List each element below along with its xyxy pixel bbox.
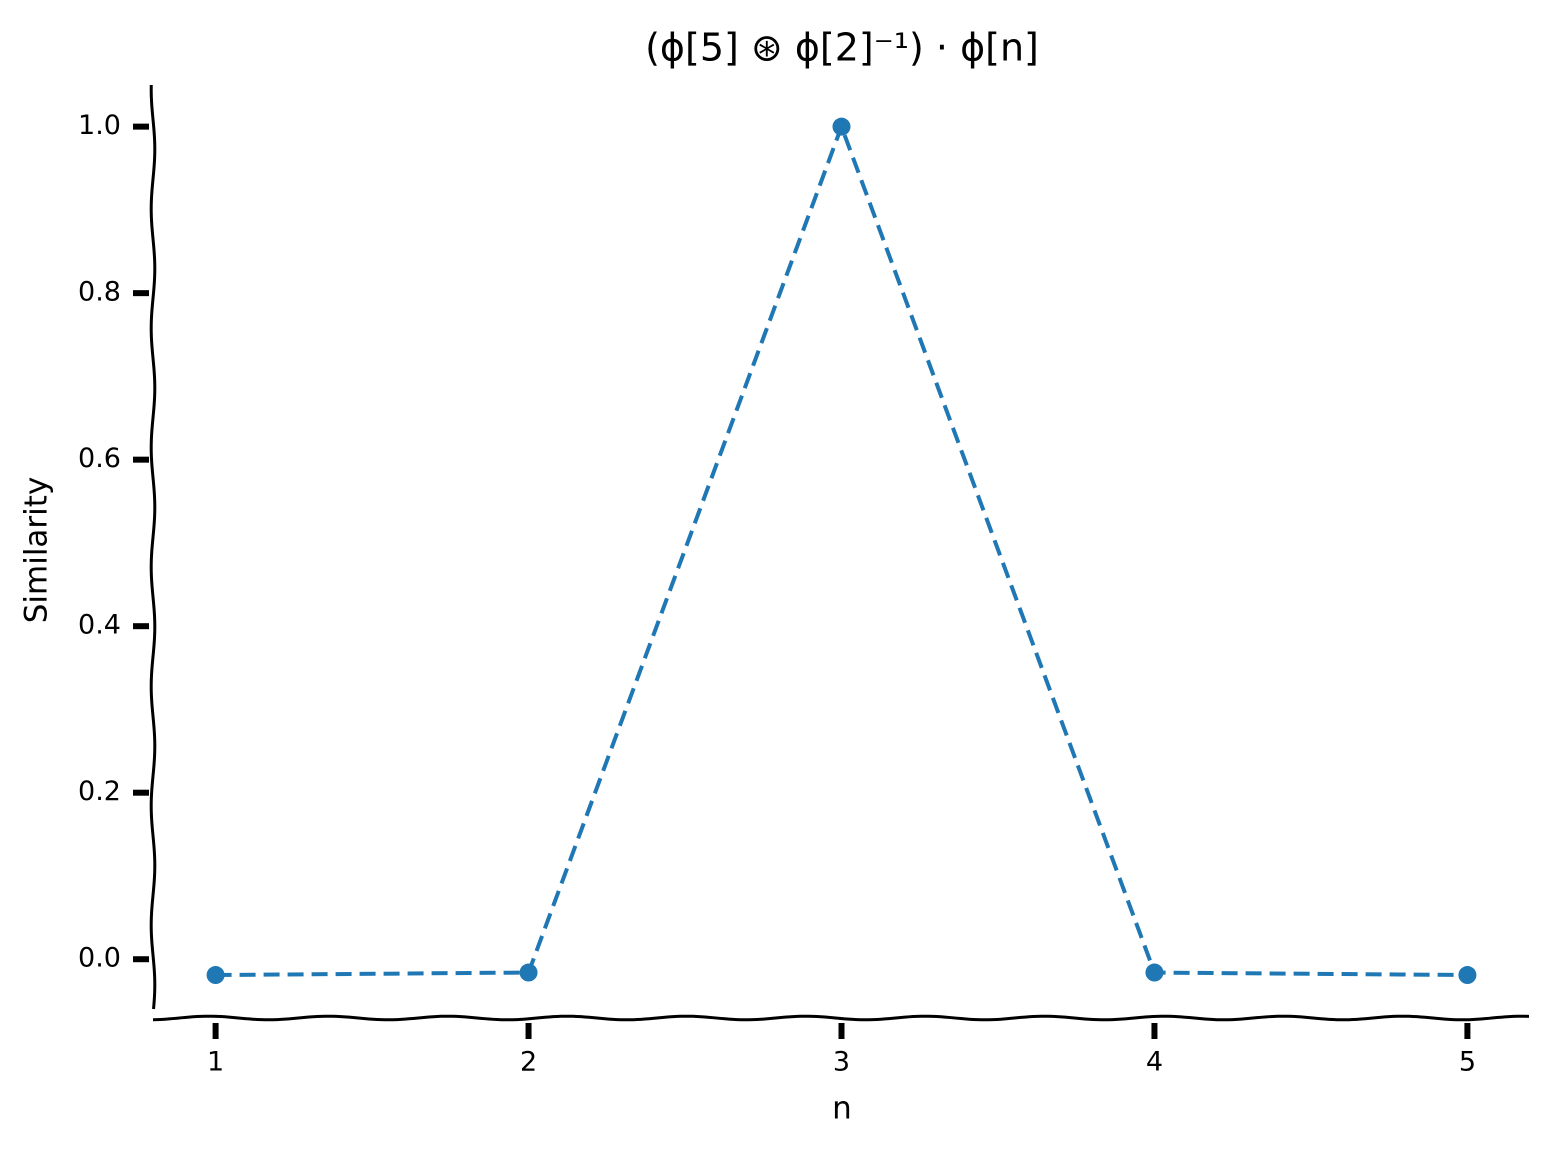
x-tick-label: 1 bbox=[207, 1047, 224, 1078]
x-axis-label: n bbox=[832, 1091, 852, 1127]
y-tick-label: 0.4 bbox=[78, 610, 121, 641]
data-point bbox=[832, 117, 851, 136]
y-tick-label: 0.8 bbox=[78, 277, 121, 308]
x-tick-label: 2 bbox=[520, 1047, 537, 1078]
x-tick-label: 5 bbox=[1459, 1047, 1476, 1078]
x-tick-label: 3 bbox=[833, 1047, 850, 1078]
x-axis-line bbox=[152, 1014, 1530, 1022]
chart-title: (ϕ[5] ⊛ ϕ[2]⁻¹) · ϕ[n] bbox=[645, 26, 1039, 70]
x-tick-label: 4 bbox=[1146, 1047, 1163, 1078]
y-tick-label: 0.0 bbox=[78, 943, 121, 974]
y-tick-label: 0.6 bbox=[78, 443, 121, 474]
y-axis-label: Similarity bbox=[19, 477, 55, 624]
y-tick-label: 1.0 bbox=[78, 110, 121, 141]
data-point bbox=[519, 963, 538, 982]
y-tick-label: 0.2 bbox=[78, 776, 121, 807]
data-line bbox=[215, 120, 1468, 978]
data-point bbox=[1458, 966, 1477, 985]
y-axis-line bbox=[149, 84, 157, 1010]
data-point bbox=[1145, 963, 1164, 982]
data-point bbox=[206, 966, 225, 985]
